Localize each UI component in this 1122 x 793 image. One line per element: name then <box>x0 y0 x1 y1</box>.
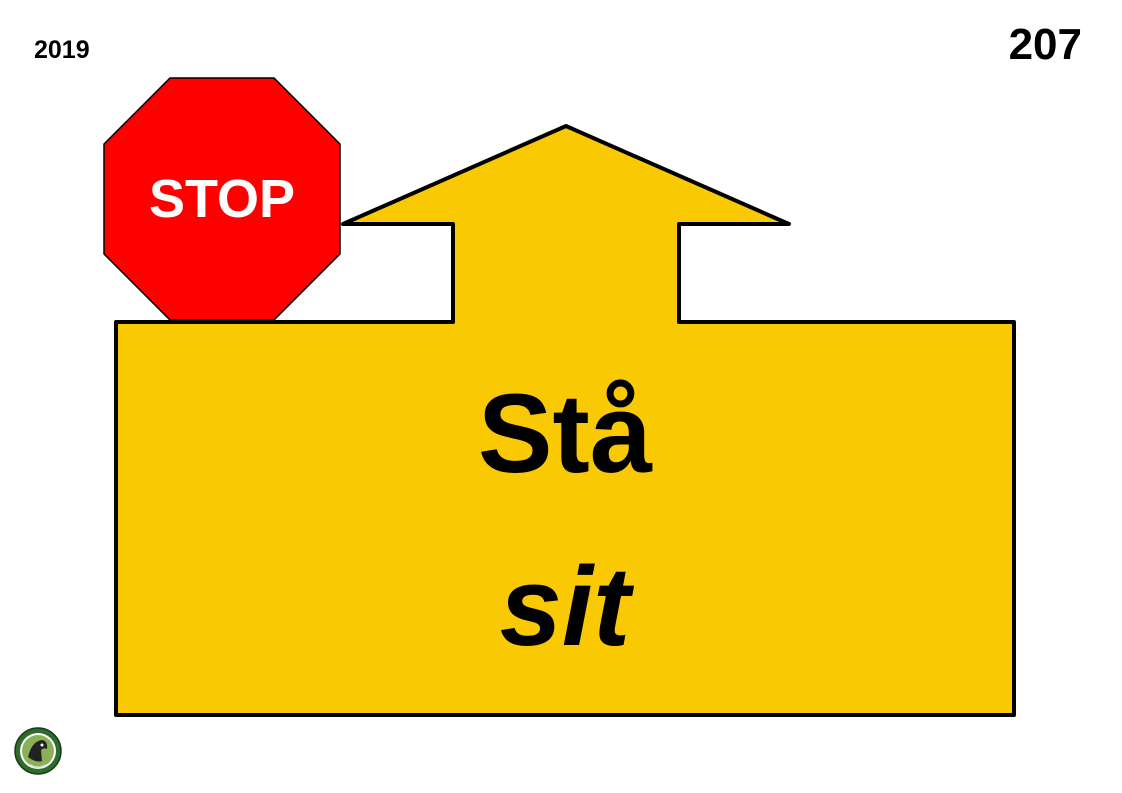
up-arrow-box-shape <box>114 124 1016 717</box>
stop-sign-octagon <box>103 77 341 321</box>
stop-sign-label: STOP <box>149 169 295 229</box>
dch-logo-icon <box>14 727 62 775</box>
sign-number: 207 <box>1008 20 1082 69</box>
year-label: 2019 <box>34 36 90 64</box>
command-text: Stå <box>478 371 653 496</box>
command-subtitle: sit <box>500 544 635 669</box>
